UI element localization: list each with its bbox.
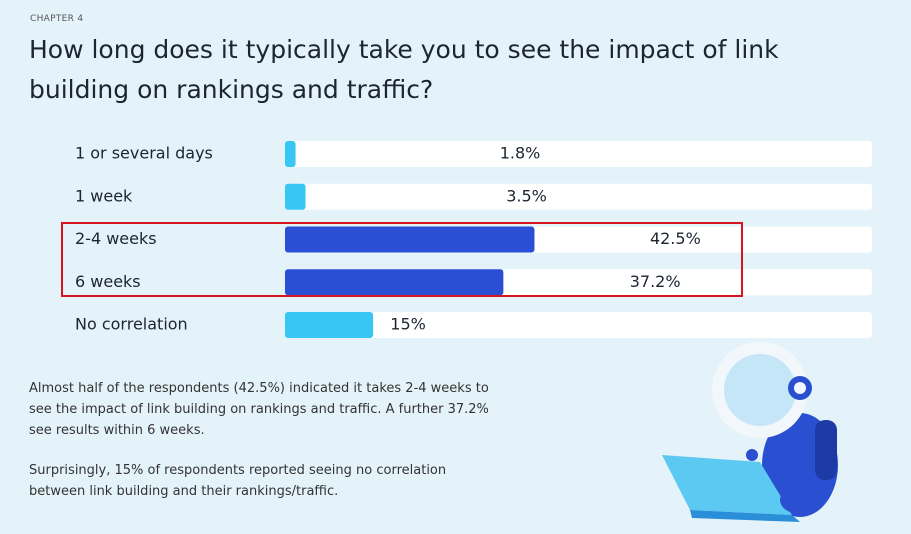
category-label: 1 week [75,186,133,205]
value-label: 1.8% [500,144,541,163]
value-label: 37.2% [630,272,681,291]
bars: 1 or several days 1.8% 1 week 3.5% 2-4 weeks… [75,141,872,338]
bar [285,183,306,210]
value-label: 3.5% [506,186,547,205]
category-label: 6 weeks [75,272,141,291]
bar [285,226,535,253]
chapter-label: CHAPTER 4 [30,14,84,24]
bar-track [285,312,872,338]
bar [285,312,374,338]
bar-track [285,183,872,210]
paragraph: Surprisingly, 15% of respondents reporte… [29,463,447,499]
astronaut-illustration [662,342,838,522]
category-label: 2-4 weeks [75,229,157,248]
highlight-box [61,222,743,297]
category-label: 1 or several days [75,144,213,163]
category-label: No correlation [75,315,188,334]
bar-track [285,141,872,167]
bar [285,269,504,296]
value-label: 15% [390,315,426,334]
paragraph: Almost half of the respondents (42.5%) i… [29,381,489,438]
chart-title: How long does it typically take you to s… [29,35,779,104]
bar [285,141,296,167]
value-label: 42.5% [650,229,701,248]
